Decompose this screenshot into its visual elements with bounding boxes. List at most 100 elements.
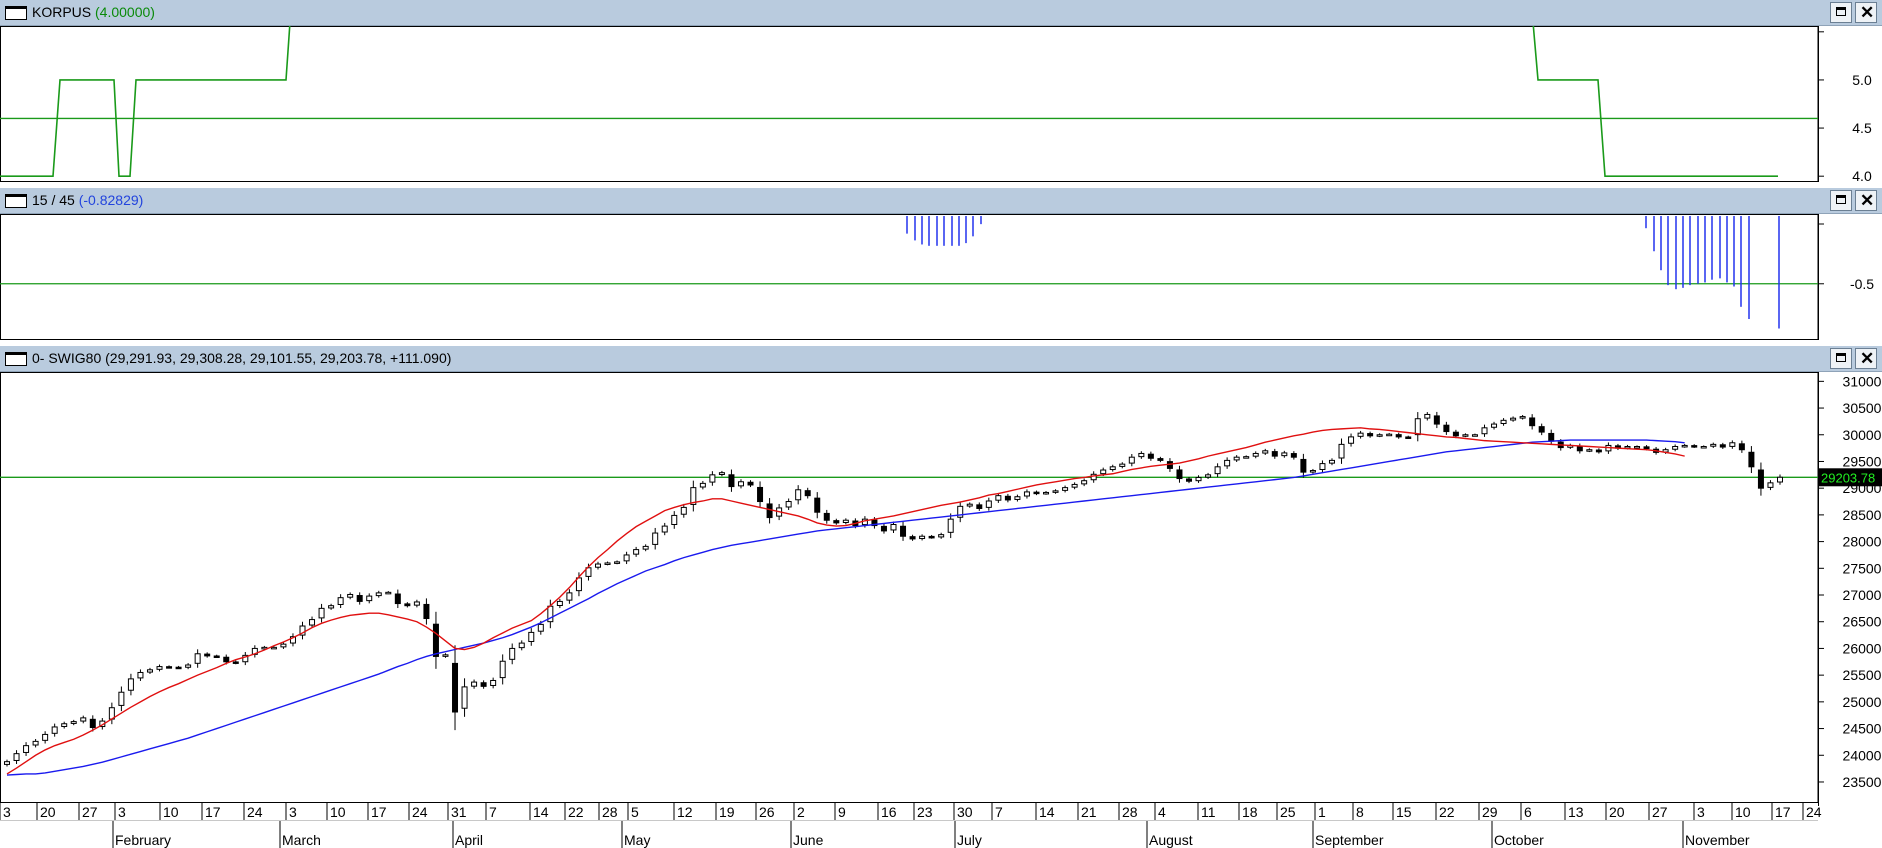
x-day-tick: 31 <box>451 804 467 820</box>
close-button[interactable]: ✕ <box>1855 190 1877 211</box>
candle-down <box>1595 449 1602 453</box>
candle-down <box>1004 495 1011 501</box>
x-day-tick: 28 <box>1122 804 1138 820</box>
close-button[interactable]: ✕ <box>1855 2 1877 23</box>
korpus-value: (4.00000) <box>95 4 155 20</box>
korpus-chart: 5.0 4.5 4.0 <box>0 26 1872 182</box>
price-y-tick: 24000 <box>1843 747 1882 763</box>
last-value-box <box>1818 468 1882 487</box>
candle-up <box>1586 449 1593 452</box>
candle-up <box>1262 450 1269 454</box>
candle-up <box>1386 433 1393 437</box>
x-day-tick: 27 <box>82 804 98 820</box>
candle-up <box>185 664 192 668</box>
ma-slow-line <box>6 439 1685 776</box>
candle-up <box>242 654 249 663</box>
ratio-title: 15 / 45 (-0.82829) <box>32 192 143 208</box>
close-button[interactable]: ✕ <box>1855 348 1877 369</box>
x-day-tick: 24 <box>412 804 428 820</box>
candle-down <box>814 497 821 513</box>
price-title: 0- SWIG80 (29,291.93, 29,308.28, 29,101.… <box>32 350 451 366</box>
ratio-title-bar[interactable]: 15 / 45 (-0.82829) ✕ <box>0 188 1882 214</box>
ratio-title-text: 15 / 45 <box>32 192 75 208</box>
candle-up <box>1214 466 1221 475</box>
maximize-button[interactable] <box>1830 348 1852 369</box>
candle-up <box>347 593 354 598</box>
x-month-label: July <box>957 832 982 848</box>
x-day-tick: 1 <box>1318 804 1326 820</box>
korpus-y-tick: 4.5 <box>1852 120 1872 136</box>
candle-up <box>70 721 77 724</box>
x-day-tick: 16 <box>881 804 897 820</box>
candle-up <box>1729 442 1736 447</box>
candle-down <box>166 666 173 669</box>
window-icon[interactable] <box>5 6 27 20</box>
price-y-tick: 30500 <box>1843 400 1882 416</box>
x-month-label: November <box>1685 832 1750 848</box>
close-icon: ✕ <box>1860 191 1875 210</box>
candle-down <box>1395 434 1402 438</box>
candle-up <box>947 518 954 533</box>
candle-up <box>1319 463 1326 471</box>
price-y-tick: 24500 <box>1843 721 1882 737</box>
maximize-button[interactable] <box>1830 2 1852 23</box>
candle-up <box>1481 427 1488 435</box>
candle-down <box>1300 458 1307 473</box>
candle-down <box>1529 417 1536 427</box>
window-icon[interactable] <box>5 352 27 366</box>
korpus-title-bar[interactable]: KORPUS (4.00000) ✕ <box>0 0 1882 26</box>
candle-up <box>737 481 744 487</box>
candle-down <box>1719 444 1726 448</box>
candle-up <box>671 514 678 526</box>
candle-up <box>1357 432 1364 437</box>
candle-up <box>509 647 516 660</box>
candle-up <box>842 519 849 523</box>
candle-up <box>51 726 58 734</box>
candle-up <box>985 500 992 508</box>
plot-area <box>0 214 1819 340</box>
candle-down <box>480 682 487 687</box>
candle-down <box>900 525 907 537</box>
price-y-tick: 27500 <box>1843 560 1882 576</box>
x-day-tick: 20 <box>40 804 56 820</box>
x-day-tick: 3 <box>118 804 126 820</box>
candle-up <box>499 660 506 679</box>
maximize-button[interactable] <box>1830 190 1852 211</box>
candle-down <box>1176 469 1183 480</box>
candle-up <box>718 472 725 476</box>
candle-up <box>1414 418 1421 436</box>
candle-up <box>528 631 535 642</box>
candle-up <box>1138 452 1145 458</box>
candle-up <box>585 567 592 577</box>
candle-down <box>1157 458 1164 461</box>
x-day-tick: 19 <box>719 804 735 820</box>
x-day-tick: 9 <box>838 804 846 820</box>
candle-up <box>13 753 20 761</box>
x-day-tick: 2 <box>797 804 805 820</box>
candle-up <box>709 474 716 483</box>
candle-up <box>118 691 125 706</box>
price-title-bar[interactable]: 0- SWIG80 (29,291.93, 29,308.28, 29,101.… <box>0 346 1882 372</box>
candle-up <box>1376 434 1383 437</box>
candle-up <box>623 554 630 562</box>
candle-up <box>4 761 10 765</box>
candle-up <box>1309 470 1316 473</box>
candle-up <box>566 592 573 601</box>
candle-up <box>1634 446 1641 449</box>
candle-up <box>137 671 144 679</box>
x-day-tick: 24 <box>1806 804 1822 820</box>
x-month-label: October <box>1494 832 1544 848</box>
candle-up <box>194 653 201 664</box>
candle-down <box>394 593 401 605</box>
price-y-tick: 30000 <box>1843 427 1882 443</box>
candle-up <box>966 503 973 507</box>
price-y-tick: 29500 <box>1843 453 1882 469</box>
candle-up <box>1195 476 1202 482</box>
candle-up <box>1252 452 1259 457</box>
window-icon[interactable] <box>5 194 27 208</box>
candle-up <box>1081 480 1088 485</box>
candle-down <box>766 503 773 519</box>
x-day-tick: 25 <box>1280 804 1296 820</box>
korpus-line <box>1532 26 1778 177</box>
price-y-tick: 26500 <box>1843 614 1882 630</box>
